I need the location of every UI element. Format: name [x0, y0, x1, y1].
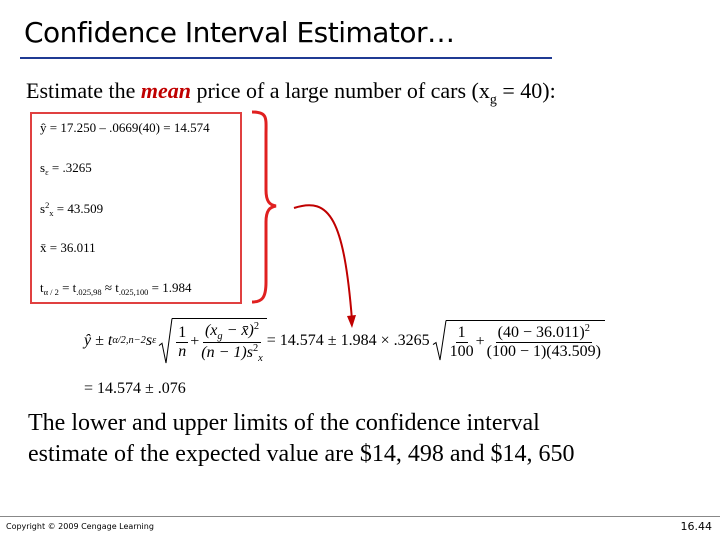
radical-sign — [432, 320, 447, 361]
arrow — [293, 204, 353, 321]
emphasis: mean — [140, 78, 191, 103]
fraction: (40 − 36.011)2 (100 − 1)(43.509) — [487, 323, 601, 361]
formula-text: ŷ ± t — [84, 331, 113, 349]
fraction: (xg − x̄)2 (n − 1)s2x — [201, 321, 263, 364]
given-line: sε = .3265 — [40, 160, 92, 177]
formula-text: t — [40, 280, 44, 295]
numerator: 1 — [176, 323, 189, 343]
denominator: n — [178, 343, 186, 361]
formula-text: x — [49, 208, 54, 219]
formula-text: = .3265 — [48, 160, 92, 175]
denominator: (n − 1)s2x — [201, 343, 263, 364]
formula-text: 100 — [449, 342, 474, 360]
formula-text: .025,100 — [118, 286, 149, 297]
formula-text: .025,98 — [76, 286, 102, 297]
radical-sign — [158, 318, 173, 364]
numerator: (40 − 36.011)2 — [495, 323, 592, 344]
formula-text: ≈ t — [101, 280, 119, 295]
formula-text: x̄ = 36.011 — [40, 240, 96, 255]
formula-text: s — [40, 201, 46, 217]
formula-text: ε — [152, 335, 157, 347]
title: Confidence Interval Estimator… — [24, 16, 455, 49]
given-line: tα / 2 = t.025,98 ≈ t.025,100 = 1.984 — [40, 280, 191, 297]
formula-text: = 1.984 — [148, 280, 192, 295]
given-box: ŷ = 17.250 – .0669(40) = 14.574 sε = .326… — [30, 112, 242, 304]
result: = 14.574 ± .076 — [84, 380, 186, 397]
formula-text: 2 — [584, 323, 590, 335]
formula-text: − x̄) — [222, 322, 254, 340]
formula-text: (100 − 1)(43.509) — [486, 343, 601, 361]
subscript: g — [489, 92, 497, 108]
formula-text: ŷ = 17.250 – .0669(40) = 14.574 — [40, 120, 210, 135]
formula-text: 2 — [252, 342, 259, 354]
formula-text: 2 — [253, 321, 260, 332]
formula-text: x — [258, 352, 263, 364]
footer-rule — [0, 516, 720, 517]
given-line: x̄ = 36.011 — [40, 240, 96, 256]
square-root: 1 100 + (40 − 36.011)2 (100 − 1)(43.509) — [432, 320, 605, 361]
formula-text: 2 — [45, 200, 50, 210]
intro: Estimate the mean price of a large numbe… — [26, 78, 556, 108]
conclusion-line: estimate of the expected value are $14, … — [28, 441, 575, 467]
formula-text: 1 — [457, 323, 466, 341]
given-line: ŷ = 17.250 – .0669(40) = 14.574 — [40, 120, 210, 136]
denominator: 100 — [450, 343, 474, 361]
formula-text: + — [475, 333, 485, 351]
conclusion-line: The lower and upper limits of the confid… — [28, 410, 540, 436]
numerator: (xg − x̄)2 — [202, 321, 262, 343]
title-underline — [20, 57, 552, 59]
denominator: (100 − 1)(43.509) — [487, 343, 601, 361]
formula-text: (n − 1)s — [201, 344, 253, 362]
formula-text: = t — [58, 280, 77, 295]
arrow-head — [347, 315, 356, 328]
formula-text: α / 2 — [43, 286, 59, 297]
formula-text: + — [190, 333, 200, 351]
formula-text: 1 — [178, 323, 187, 341]
formula-text: α/2,n−2 — [112, 335, 146, 347]
given-line: s2x = 43.509 — [40, 200, 103, 218]
formula-text: s — [40, 160, 46, 175]
formula-text: ε — [45, 166, 49, 177]
formula-text: = 14.574 ± 1.984 × .3265 — [266, 331, 430, 349]
copyright: Copyright © 2009 Cengage Learning — [6, 522, 154, 531]
curly-brace — [251, 110, 277, 304]
formula: ŷ ± t α/2,n−2 s ε 1 n + (xg − x̄)2 (n − 1)s2x … — [84, 318, 605, 364]
formula-text: n — [178, 342, 187, 360]
formula-text: g — [217, 330, 223, 342]
formula-text: (40 − 36.011) — [497, 324, 585, 342]
formula-text: = 43.509 — [53, 201, 104, 217]
page-number: 16.44 — [680, 520, 713, 533]
intro-text: Estimate the — [26, 78, 141, 103]
fraction: 1 100 — [450, 324, 474, 361]
intro-text: price of a large number of cars (x — [190, 78, 490, 103]
formula-text: (x — [204, 322, 218, 340]
intro-text: = 40): — [496, 78, 556, 103]
conclusion: The lower and upper limits of the confid… — [28, 408, 574, 470]
radicand: 1 100 + (40 − 36.011)2 (100 − 1)(43.509) — [445, 320, 605, 361]
numerator: 1 — [455, 323, 468, 343]
formula-text: s — [145, 331, 153, 349]
